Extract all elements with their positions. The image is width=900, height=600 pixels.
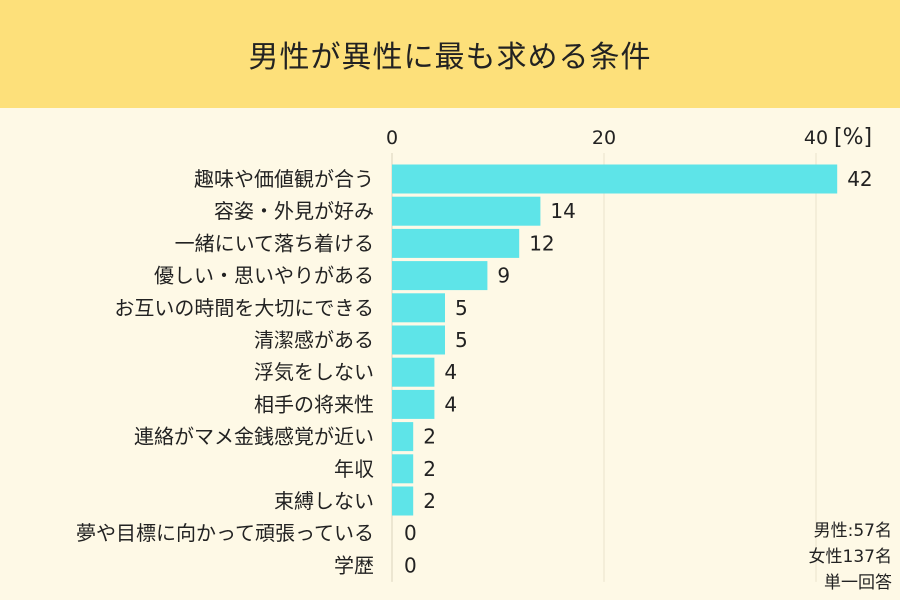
- value-label: 42: [847, 167, 872, 191]
- title-banner: 男性が異性に最も求める条件: [0, 0, 900, 108]
- value-label: 2: [423, 489, 436, 513]
- x-tick-label: 40: [804, 127, 828, 149]
- category-label: 相手の将来性: [254, 392, 374, 416]
- category-label: 容姿・外見が好み: [214, 199, 374, 223]
- value-label: 2: [423, 457, 436, 481]
- value-label: 14: [550, 199, 575, 223]
- category-label: 学歴: [334, 553, 374, 577]
- category-label: 連絡がマメ金銭感覚が近い: [134, 425, 374, 449]
- bar: [392, 293, 445, 323]
- value-label: 9: [497, 264, 510, 288]
- chart-title: 男性が異性に最も求める条件: [248, 40, 652, 75]
- value-label: 4: [444, 392, 457, 416]
- value-label: 2: [423, 425, 436, 449]
- category-label: 年収: [334, 457, 374, 481]
- category-label: 夢や目標に向かって頑張っている: [76, 521, 374, 545]
- category-label: 趣味や価値観が合う: [194, 167, 374, 191]
- bar: [392, 422, 414, 452]
- category-label: 浮気をしない: [254, 360, 374, 384]
- category-label: 優しい・思いやりがある: [154, 264, 374, 288]
- bar: [392, 454, 414, 484]
- category-label: お互いの時間を大切にできる: [114, 296, 374, 320]
- unit-label: [%]: [834, 125, 872, 150]
- bar: [392, 261, 488, 291]
- bar: [392, 228, 520, 258]
- bar: [392, 357, 435, 387]
- bar: [392, 196, 541, 226]
- value-label: 0: [404, 553, 417, 577]
- value-label: 4: [444, 360, 457, 384]
- value-label: 0: [404, 521, 417, 545]
- note-male-count: 男性:57名: [813, 521, 892, 541]
- bar: [392, 389, 435, 419]
- note-answer-type: 単一回答: [824, 573, 892, 593]
- value-label: 12: [529, 231, 554, 255]
- category-label: 清潔感がある: [254, 328, 374, 352]
- bar: [392, 164, 838, 194]
- note-female-count: 女性137名: [808, 547, 892, 567]
- category-label: 一緒にいて落ち着ける: [175, 231, 374, 255]
- x-tick-label: 20: [592, 127, 616, 149]
- value-label: 5: [455, 328, 468, 352]
- category-label: 束縛しない: [274, 489, 374, 513]
- sample-notes: 男性:57名 女性137名 単一回答: [809, 518, 892, 596]
- value-label: 5: [455, 296, 468, 320]
- x-tick-label: 0: [386, 127, 398, 149]
- bar: [392, 486, 414, 516]
- bar: [392, 325, 445, 355]
